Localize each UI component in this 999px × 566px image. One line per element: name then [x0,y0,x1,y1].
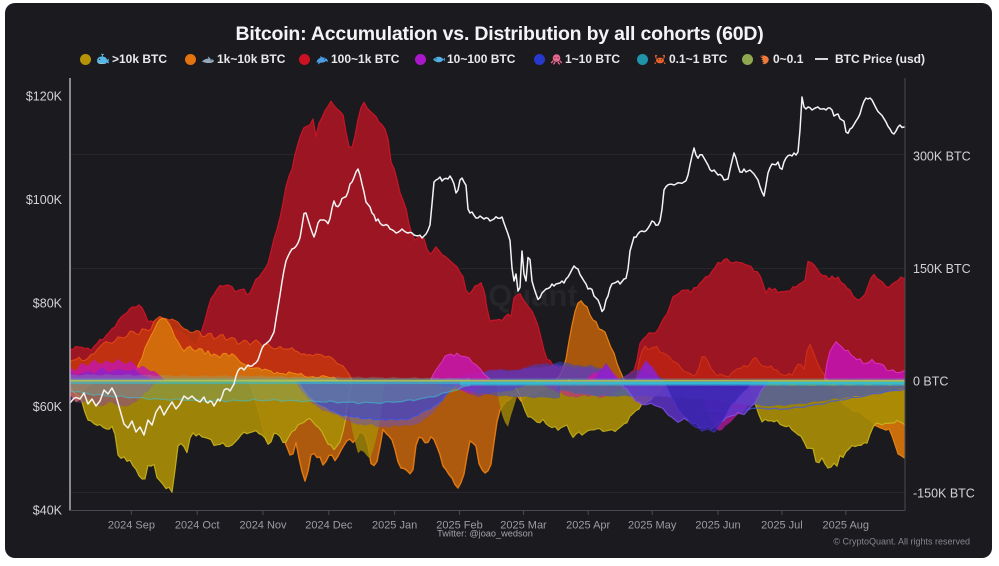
svg-text:2024 Oct: 2024 Oct [175,520,220,532]
svg-text:2025 Jul: 2025 Jul [761,520,803,532]
svg-text:2025 Feb: 2025 Feb [436,520,482,532]
svg-text:Twitter: @joao_wedson: Twitter: @joao_wedson [437,529,533,539]
svg-text:0 BTC: 0 BTC [913,375,948,389]
svg-text:2025 Jan: 2025 Jan [372,520,417,532]
svg-text:© CryptoQuant. All rights rese: © CryptoQuant. All rights reserved [833,537,970,547]
svg-text:$100K: $100K [26,193,63,207]
svg-text:2024 Sep: 2024 Sep [108,520,155,532]
svg-text:-150K BTC: -150K BTC [913,487,975,501]
svg-text:2025 Apr: 2025 Apr [566,520,610,532]
svg-text:$120K: $120K [26,90,63,104]
svg-text:2025 Aug: 2025 Aug [823,520,870,532]
svg-text:2024 Dec: 2024 Dec [305,520,353,532]
svg-text:2025 Jun: 2025 Jun [695,520,740,532]
svg-text:$60K: $60K [33,400,63,414]
svg-text:150K BTC: 150K BTC [913,262,971,276]
svg-text:2025 Mar: 2025 Mar [500,520,547,532]
svg-text:2024 Nov: 2024 Nov [239,520,287,532]
svg-text:$40K: $40K [33,504,63,518]
svg-text:2025 May: 2025 May [628,520,677,532]
svg-text:300K BTC: 300K BTC [913,150,971,164]
svg-text:$80K: $80K [33,297,63,311]
